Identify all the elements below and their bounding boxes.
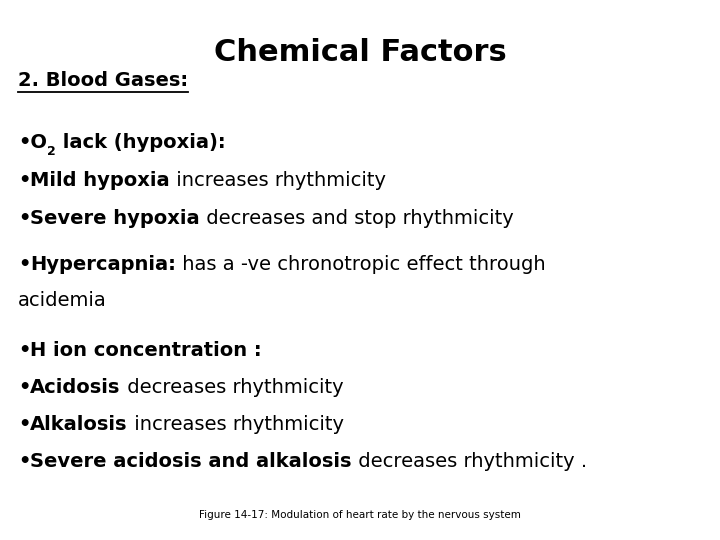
Text: Severe acidosis and alkalosis: Severe acidosis and alkalosis xyxy=(30,451,352,470)
Text: increases rhythmicity: increases rhythmicity xyxy=(170,171,386,190)
Text: •O: •O xyxy=(18,133,47,152)
Text: has a -ve chronotropic effect through: has a -ve chronotropic effect through xyxy=(176,255,546,274)
Text: Acidosis: Acidosis xyxy=(30,378,121,397)
Text: lack (hypoxia):: lack (hypoxia): xyxy=(55,133,225,152)
Text: Alkalosis: Alkalosis xyxy=(30,415,128,434)
Text: •: • xyxy=(18,341,30,360)
Text: Figure 14-17: Modulation of heart rate by the nervous system: Figure 14-17: Modulation of heart rate b… xyxy=(199,510,521,521)
Text: acidemia: acidemia xyxy=(18,291,107,310)
Text: 2. Blood Gases:: 2. Blood Gases: xyxy=(18,71,188,90)
Text: Hypercapnia:: Hypercapnia: xyxy=(30,255,176,274)
Text: 2: 2 xyxy=(47,145,55,158)
Text: decreases rhythmicity .: decreases rhythmicity . xyxy=(352,451,587,470)
Text: •: • xyxy=(18,255,30,274)
Text: Chemical Factors: Chemical Factors xyxy=(214,38,506,67)
Text: •: • xyxy=(18,209,30,228)
Text: increases rhythmicity: increases rhythmicity xyxy=(128,415,344,434)
Text: •: • xyxy=(18,378,30,397)
Text: Severe hypoxia: Severe hypoxia xyxy=(30,209,200,228)
Text: •: • xyxy=(18,451,30,470)
Text: decreases rhythmicity: decreases rhythmicity xyxy=(121,378,343,397)
Text: H ion concentration :: H ion concentration : xyxy=(30,341,262,360)
Text: decreases and stop rhythmicity: decreases and stop rhythmicity xyxy=(200,209,514,228)
Text: Mild hypoxia: Mild hypoxia xyxy=(30,171,170,190)
Text: •: • xyxy=(18,171,30,190)
Text: •: • xyxy=(18,415,30,434)
